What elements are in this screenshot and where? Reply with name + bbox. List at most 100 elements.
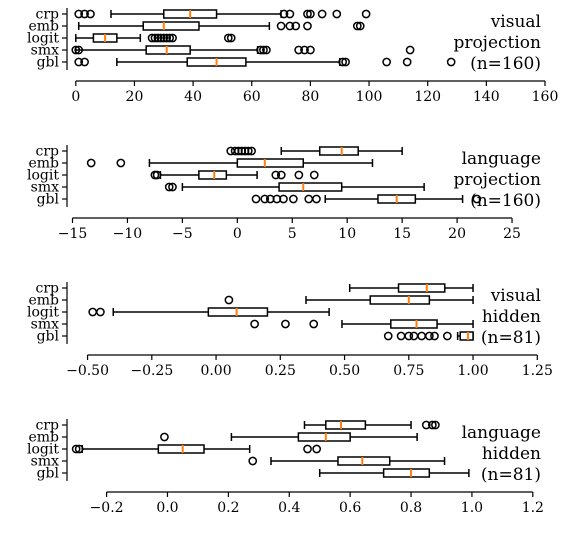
- box-smx: [71, 45, 415, 55]
- iqr-box: [369, 295, 431, 305]
- outlier-point: [428, 420, 437, 430]
- iqr-box: [142, 21, 200, 31]
- outlier-point: [361, 9, 371, 19]
- outlier-point: [96, 307, 105, 317]
- outlier-point: [74, 9, 84, 19]
- x-tick-label: −5: [172, 226, 193, 242]
- outlier-point: [223, 33, 233, 43]
- panel-annotation: (n=81): [481, 465, 541, 485]
- outlier-point: [472, 194, 482, 204]
- panel-annotation: (n=81): [481, 328, 541, 348]
- panel-annotation: language: [462, 149, 541, 169]
- panel-3: −0.50 −0.25 0.00 0.25 0.50 0.75 1.00 1.25 crpemb…: [27, 281, 553, 380]
- panel-annotation: projection: [453, 33, 541, 53]
- x-tick-label: 0.2: [217, 500, 239, 516]
- outlier-point: [279, 9, 289, 19]
- box-logit: [88, 307, 330, 317]
- outlier-point: [80, 9, 89, 19]
- box-crp: [74, 9, 371, 19]
- category-label: smx: [31, 317, 59, 333]
- x-tick-label: 140: [473, 89, 500, 105]
- category-label: gbl: [37, 55, 60, 71]
- box-emb: [86, 158, 374, 168]
- box-gbl: [318, 468, 470, 478]
- outlier-point: [164, 182, 174, 192]
- outlier-point: [147, 33, 157, 43]
- outlier-point: [156, 33, 166, 43]
- x-tick-label: 25: [503, 226, 521, 242]
- panel-annotation: hidden: [482, 444, 541, 464]
- category-label: smx: [31, 180, 59, 196]
- category-label: gbl: [37, 466, 60, 482]
- x-tick-label: 40: [184, 89, 202, 105]
- outlier-point: [159, 33, 169, 43]
- outlier-point: [382, 57, 391, 67]
- x-tick-label: −0.25: [130, 363, 173, 379]
- category-label: gbl: [37, 192, 60, 208]
- outlier-point: [71, 444, 81, 454]
- outlier-point: [291, 21, 301, 31]
- panel-annotation: visual: [490, 12, 541, 32]
- category-label: gbl: [37, 329, 60, 345]
- outlier-point: [116, 158, 126, 168]
- x-tick-label: 160: [532, 89, 559, 105]
- x-tick-label: 1.25: [522, 363, 553, 379]
- outlier-point: [281, 319, 290, 329]
- outlier-point: [332, 9, 342, 19]
- box-gbl: [74, 57, 456, 67]
- x-tick-label: 0.50: [329, 363, 360, 379]
- box-crp: [303, 420, 440, 430]
- box-logit: [150, 170, 319, 180]
- box-gbl: [251, 194, 482, 204]
- outlier-point: [446, 57, 456, 67]
- outlier-point: [306, 9, 315, 19]
- outlier-point: [312, 194, 321, 204]
- outlier-point: [248, 456, 258, 466]
- iqr-box: [236, 158, 305, 168]
- outlier-point: [88, 307, 98, 317]
- outlier-point: [259, 45, 268, 55]
- outlier-point: [285, 9, 295, 19]
- category-label: crp: [36, 144, 60, 160]
- outlier-point: [224, 295, 234, 305]
- panel-annotation: language: [462, 423, 541, 443]
- category-label: logit: [27, 168, 59, 184]
- x-tick-label: −0.50: [66, 363, 109, 379]
- x-tick-label: 1.0: [461, 500, 483, 516]
- box-emb: [224, 295, 474, 305]
- x-tick-label: 0.4: [278, 500, 300, 516]
- outlier-point: [306, 45, 315, 55]
- iqr-box: [297, 432, 351, 442]
- box-smx: [164, 182, 425, 192]
- outlier-point: [383, 331, 393, 341]
- outlier-point: [276, 170, 286, 180]
- outlier-point: [160, 432, 169, 442]
- outlier-point: [71, 45, 81, 55]
- outlier-point: [404, 331, 414, 341]
- x-tick-label: 1.2: [522, 500, 544, 516]
- x-tick-label: 0: [233, 226, 242, 242]
- x-tick-label: 15: [393, 226, 411, 242]
- iqr-box: [157, 444, 205, 454]
- category-label: emb: [28, 293, 59, 309]
- outlier-point: [421, 420, 431, 430]
- outlier-point: [303, 21, 312, 31]
- outlier-point: [425, 331, 434, 341]
- x-tick-label: 20: [126, 89, 144, 105]
- outlier-point: [276, 21, 286, 31]
- outlier-point: [165, 33, 174, 43]
- outlier-point: [153, 33, 163, 43]
- outlier-point: [74, 45, 84, 55]
- x-tick-label: −15: [58, 226, 88, 242]
- outlier-point: [294, 170, 304, 180]
- outlier-point: [431, 420, 440, 430]
- iqr-box: [145, 45, 191, 55]
- outlier-point: [74, 444, 84, 454]
- category-label: emb: [28, 19, 59, 35]
- panel-annotation: projection: [453, 170, 541, 190]
- iqr-box: [278, 182, 343, 192]
- category-label: emb: [28, 430, 59, 446]
- x-tick-label: 80: [301, 89, 319, 105]
